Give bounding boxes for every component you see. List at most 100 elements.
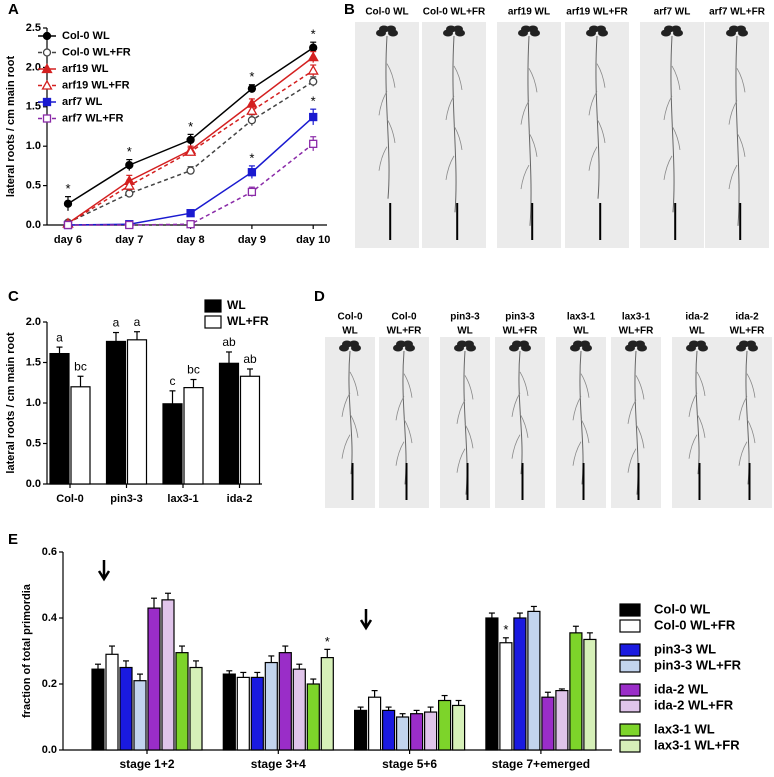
annotation: * (311, 94, 316, 109)
leaf (528, 25, 538, 33)
legend-label: lax3-1 WL (654, 721, 715, 736)
leaf (379, 25, 389, 33)
lateral-root (746, 373, 756, 398)
bar (555, 689, 569, 751)
point (41, 63, 53, 74)
x-tick-label: day 10 (296, 234, 330, 246)
bar (105, 653, 119, 751)
photo (325, 337, 375, 508)
lateral-root (627, 448, 637, 473)
y-tick-label: 0.4 (42, 612, 58, 624)
lateral-root (341, 392, 351, 417)
legend-label: ida-2 WL (654, 681, 708, 696)
lateral-root (580, 418, 590, 444)
bar (583, 638, 597, 751)
point (184, 145, 197, 156)
x-tick-label: stage 7+emerged (492, 757, 590, 771)
legend-label: arf7 WL+FR (62, 112, 123, 124)
bar (278, 652, 292, 751)
x-tick-label: stage 1+2 (119, 757, 174, 771)
lateral-root (511, 434, 521, 459)
leaf (446, 25, 456, 33)
legend-swatch (619, 699, 641, 713)
annotation: * (188, 119, 193, 134)
bar (119, 666, 133, 751)
lateral-root (671, 65, 681, 91)
lateral-root (596, 118, 606, 144)
photo-label: arf7 WL+FR (709, 7, 766, 18)
y-tick-label: 1.5 (26, 356, 41, 368)
leaf (671, 25, 681, 33)
lateral-root (635, 424, 645, 449)
legend-label: WL (227, 298, 246, 312)
legend-swatch (619, 659, 641, 673)
lateral-root (453, 125, 463, 150)
leaf (689, 340, 699, 348)
x-tick-label: pin3-3 (110, 493, 142, 505)
root (695, 350, 700, 475)
lateral-root (572, 441, 582, 466)
lateral-root (386, 118, 396, 144)
bar (70, 386, 91, 485)
lateral-root (627, 399, 637, 424)
leaf (464, 340, 474, 348)
arrow (97, 560, 111, 582)
bar (368, 696, 382, 751)
point (307, 51, 319, 62)
lateral-root (445, 155, 455, 180)
point (63, 199, 73, 208)
lateral-root (588, 146, 598, 171)
lateral-root (728, 164, 738, 190)
point (125, 160, 134, 170)
bar (189, 666, 203, 751)
leaf (521, 25, 531, 33)
bar (133, 680, 147, 751)
photo-label: WL (689, 326, 705, 337)
lateral-root (511, 392, 521, 417)
lateral-root (688, 434, 698, 459)
y-tick-label: 2.0 (26, 61, 41, 73)
point (42, 48, 52, 57)
y-tick-label: 1.0 (26, 397, 41, 409)
bar (239, 375, 261, 485)
bar (161, 599, 175, 751)
photo-label: Col-0 WL (365, 7, 408, 18)
point (63, 220, 73, 230)
lateral-root (519, 371, 529, 396)
lateral-root (728, 100, 738, 125)
point (247, 187, 257, 197)
leaf (746, 340, 756, 348)
root (735, 35, 740, 226)
bar (175, 652, 189, 751)
lateral-root (736, 68, 746, 93)
x-tick-label: lax3-1 (167, 493, 198, 505)
root (385, 35, 390, 199)
bar (126, 339, 148, 485)
x-tick-label: ida-2 (227, 493, 253, 505)
lateral-root (349, 371, 359, 396)
leaf (664, 25, 674, 33)
legend-label: arf19 WL+FR (62, 79, 130, 91)
bar (49, 352, 70, 485)
photo (355, 22, 419, 248)
photo-label: ida-2 (735, 312, 759, 323)
lateral-root (663, 155, 673, 180)
photo-label: Col-0 (338, 312, 363, 323)
point (247, 116, 257, 125)
lateral-root (395, 396, 405, 421)
photo-label: pin3-3 (450, 312, 480, 323)
significance-letter: a (113, 316, 120, 330)
leaf (580, 340, 590, 348)
leaf (628, 340, 638, 348)
lateral-root (580, 373, 590, 398)
photo-label: WL+FR (503, 326, 538, 337)
lateral-root (464, 424, 474, 449)
legend-label: WL+FR (227, 314, 269, 328)
lateral-root (738, 396, 748, 421)
bar (162, 403, 183, 485)
photo-label: lax3-1 (567, 312, 596, 323)
y-tick-label: 2.0 (26, 316, 41, 328)
leaf (349, 340, 359, 348)
point (309, 77, 318, 86)
